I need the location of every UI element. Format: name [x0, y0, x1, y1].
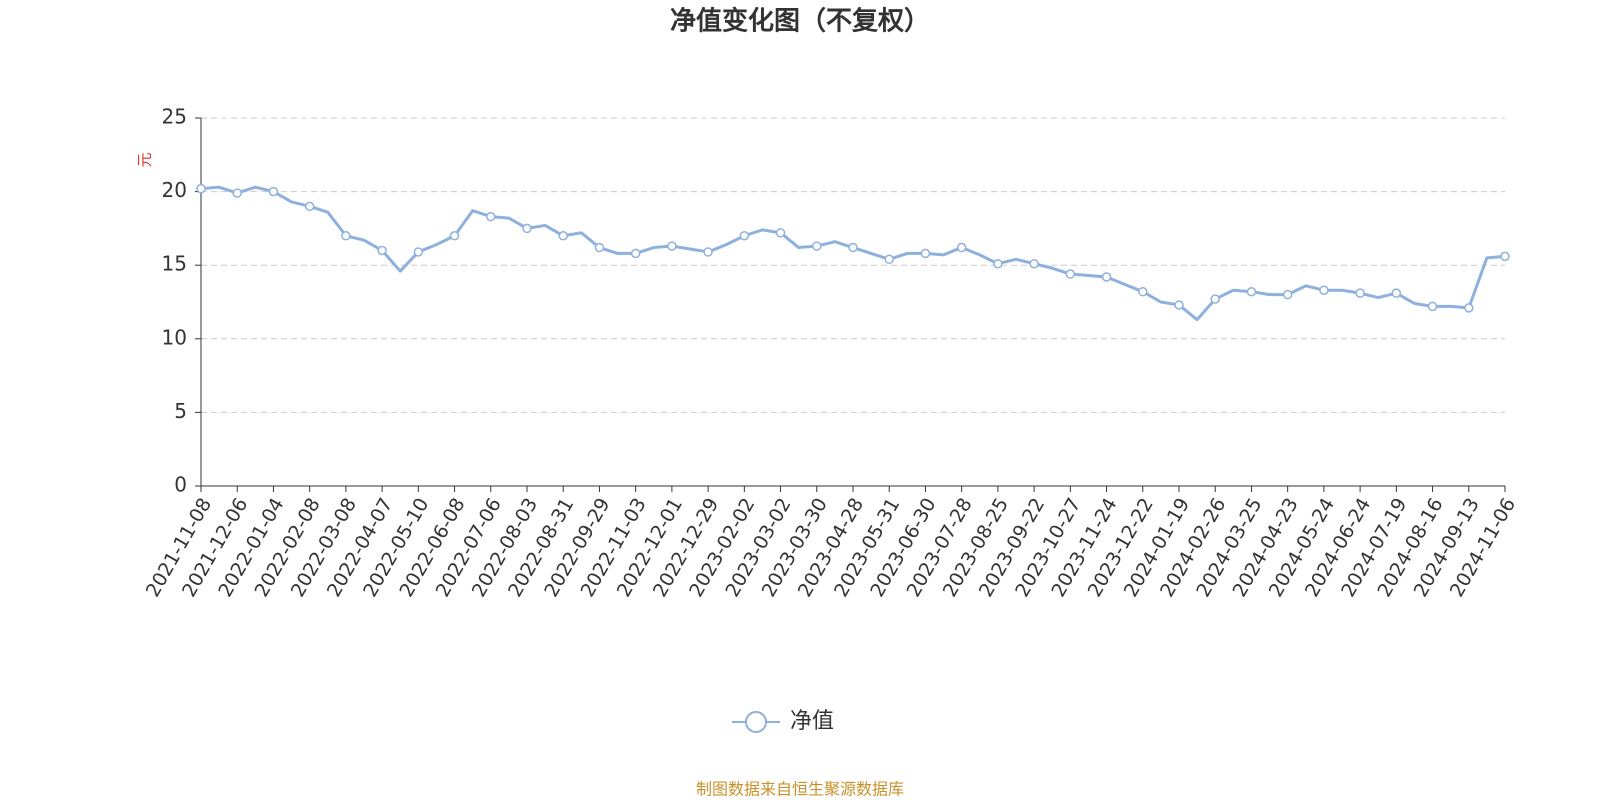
- point: [993, 258, 1003, 269]
- point: [486, 211, 496, 222]
- point: [956, 242, 967, 253]
- point: [1210, 294, 1220, 304]
- point: [1138, 286, 1148, 297]
- point: [413, 247, 424, 257]
- point: [1464, 303, 1474, 313]
- point: [1355, 288, 1365, 298]
- point: [377, 245, 387, 256]
- point: [1282, 289, 1293, 300]
- legend-marker: [745, 711, 767, 733]
- point: [304, 201, 315, 212]
- point: [812, 241, 822, 251]
- point: [268, 186, 279, 197]
- y-tick-label: 25: [162, 105, 187, 129]
- y-tick-label: 20: [162, 178, 187, 202]
- line: [200, 185, 1506, 322]
- point: [739, 231, 750, 241]
- point: [1427, 301, 1438, 312]
- point: [1319, 285, 1329, 295]
- point: [884, 254, 894, 265]
- point: [522, 223, 532, 234]
- point: [1391, 288, 1402, 298]
- point: [1500, 251, 1510, 262]
- point: [1065, 269, 1076, 279]
- y-tick-label: 5: [174, 399, 187, 423]
- point: [667, 241, 677, 251]
- point: [232, 188, 242, 198]
- point: [594, 242, 605, 253]
- point: [449, 231, 460, 241]
- point: [920, 248, 931, 259]
- point: [558, 231, 568, 241]
- point: [1029, 258, 1039, 269]
- point: [1101, 272, 1112, 282]
- source-note: 制图数据来自恒生聚源数据库: [696, 780, 904, 799]
- point: [630, 248, 641, 259]
- point: [775, 228, 786, 238]
- point: [341, 231, 351, 241]
- y-tick-label: 10: [162, 325, 187, 349]
- legend-label: 净值: [790, 709, 834, 734]
- y-tick-label: 15: [162, 252, 187, 276]
- chart-title: 净值变化图（不复权）: [670, 6, 930, 37]
- point: [848, 242, 858, 253]
- point: [703, 247, 713, 257]
- point: [1174, 300, 1184, 310]
- point: [196, 183, 206, 194]
- point: [1246, 286, 1257, 297]
- y-axis-label: 元: [136, 152, 154, 167]
- y-tick-label: 0: [174, 473, 187, 497]
